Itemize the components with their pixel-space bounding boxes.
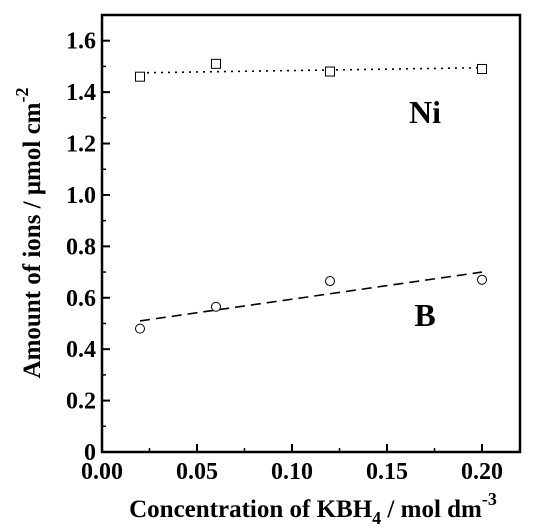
x-tick-label: 0.10 [271, 459, 313, 485]
series-labels: Ni B [409, 94, 441, 333]
x-tick-label: 0.15 [366, 459, 408, 485]
y-tick-label: 0.4 [66, 337, 96, 363]
b-data-point [211, 301, 221, 312]
y-axis-title: Amount of ions / μmol cm-2 [12, 88, 46, 379]
tick-labels: 0.00 0.05 0.10 0.15 0.20 0 0.2 0.4 0.6 0.8 1.0 1.2 1… [66, 29, 503, 485]
x-tick-label: 0.05 [176, 459, 218, 485]
y-tick-label: 1.4 [66, 80, 96, 106]
ni-data-point [325, 66, 335, 77]
series-label-ni: Ni [409, 94, 441, 130]
ni-fit-line [139, 66, 483, 74]
y-tick-label: 1.2 [66, 132, 96, 158]
data-markers [135, 58, 487, 334]
b-data-point [325, 276, 335, 287]
b-data-point [135, 323, 145, 334]
plot-frame [100, 13, 522, 454]
b-data-point [477, 274, 487, 285]
ni-data-point [211, 58, 221, 69]
x-axis-title: Concentration of KBH4 / mol dm-3 [129, 489, 497, 528]
ni-data-point [477, 63, 487, 74]
y-tick-label: 1.0 [66, 183, 96, 209]
x-tick-label: 0.00 [81, 459, 123, 485]
b-fit-line [139, 271, 483, 322]
ticks [101, 39, 483, 453]
y-tick-label: 0.6 [66, 286, 96, 312]
y-tick-label: 0.8 [66, 234, 96, 260]
y-tick-label: 0 [84, 440, 96, 466]
ni-data-point [135, 71, 145, 82]
y-tick-label: 1.6 [66, 29, 96, 55]
series-label-b: B [414, 297, 435, 333]
fit-lines [139, 66, 483, 322]
x-tick-label: 0.20 [461, 459, 503, 485]
y-tick-label: 0.2 [66, 389, 96, 415]
